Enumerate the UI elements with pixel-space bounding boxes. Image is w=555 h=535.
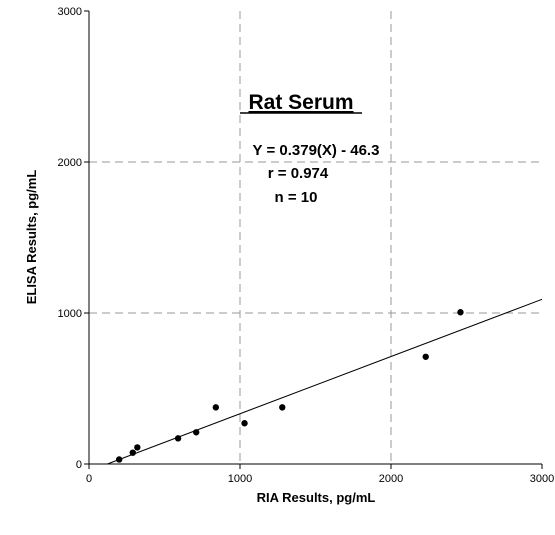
correlation-coefficient: r = 0.974 (268, 165, 329, 182)
data-point (129, 449, 136, 456)
tick-marks (84, 10, 543, 469)
data-point (241, 420, 248, 427)
data-point (457, 309, 464, 316)
x-tick-label: 1000 (228, 473, 252, 485)
x-tick-label: 2000 (379, 473, 403, 485)
y-tick-label: 3000 (58, 6, 82, 18)
regression-line (107, 298, 543, 465)
data-point (212, 404, 220, 411)
regression-equation: Y = 0.379(X) - 46.3 (253, 142, 380, 159)
sample-size: n = 10 (275, 189, 318, 206)
data-point (134, 444, 141, 451)
data-point (279, 404, 286, 411)
x-axis-title: RIA Results, pg/mL (257, 490, 376, 505)
data-point (422, 353, 429, 360)
y-tick-label: 2000 (58, 157, 82, 169)
x-tick-label: 0 (86, 473, 92, 485)
data-point (116, 456, 123, 463)
chart-title: Rat Serum (248, 91, 353, 114)
data-point (174, 435, 182, 442)
y-tick-label: 0 (76, 459, 82, 471)
data-point (193, 429, 200, 436)
y-axis-title: ELISA Results, pg/mL (24, 170, 39, 305)
x-tick-label: 3000 (530, 473, 554, 485)
tick-labels: 0 1000 2000 3000 0 1000 2000 3000 (58, 6, 555, 485)
grid-lines (89, 11, 542, 464)
y-tick-label: 1000 (58, 308, 82, 320)
data-points (116, 309, 464, 463)
